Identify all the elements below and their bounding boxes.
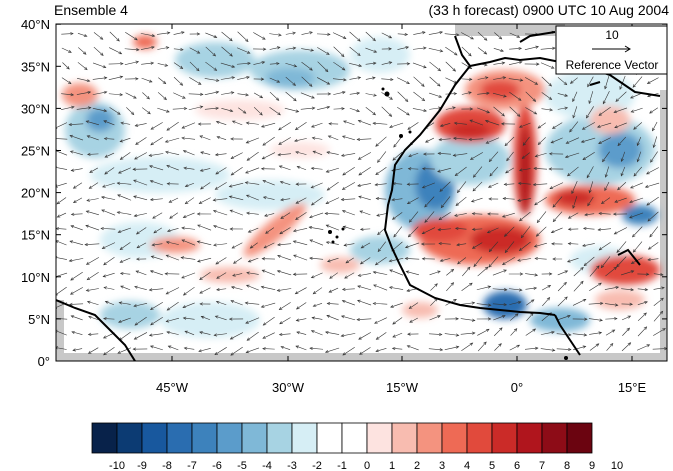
colorbar-label: 10 [611,460,623,471]
colorbar-label: -7 [187,460,197,471]
colorbar: -10 -9 -8 -7 -6 -5 -4 -3 -2 -1 0 1 2 3 4 5 6 7 8 9 10 [91,422,623,471]
longitude-axis: 45°W 30°W 15°W 0° 15°E [156,24,646,395]
colorbar-swatch [541,422,568,454]
lat-label: 5°N [28,312,50,327]
lat-label: 30°N [21,101,50,116]
reference-vector-magnitude: 10 [605,28,619,42]
colorbar-swatch [316,422,343,454]
colorbar-label: -3 [287,460,297,471]
colorbar-label: 7 [539,460,545,471]
colorbar-swatch [191,422,218,454]
lon-label: 45°W [156,380,189,395]
colorbar-label: 5 [489,460,495,471]
lon-label: 0° [511,380,523,395]
colorbar-swatch [166,422,193,454]
map-title-right: (33 h forecast) 0900 UTC 10 Aug 2004 [428,2,669,18]
colorbar-swatch [466,422,493,454]
colorbar-swatch [341,422,368,454]
colorbar-label: -5 [237,460,247,471]
colorbar-swatch [291,422,318,454]
colorbar-label: -9 [137,460,147,471]
colorbar-label: 9 [589,460,595,471]
colorbar-label: -1 [337,460,347,471]
colorbar-swatch [116,422,143,454]
colorbar-swatch [91,422,118,454]
coastline [56,31,661,361]
lon-label: 15°W [386,380,419,395]
colorbar-label: 3 [439,460,445,471]
colorbar-label: -4 [262,460,272,471]
lat-label: 40°N [21,17,50,32]
wind-vectors [56,30,667,356]
lat-label: 25°N [21,144,50,159]
colorbar-swatch [216,422,243,454]
latitude-axis: 0° 5°N 10°N 15°N 20°N 25°N 30°N 35°N 40°N [21,17,667,369]
colorbar-label: 4 [464,460,470,471]
colorbar-swatch [516,422,543,454]
colorbar-swatch [441,422,468,454]
colorbar-swatch [416,422,443,454]
colorbar-swatch [366,422,393,454]
colorbar-swatch [141,422,168,454]
lon-label: 30°W [272,380,305,395]
lat-label: 35°N [21,59,50,74]
reference-vector-label: Reference Vector [566,58,659,72]
reference-vector-box: 10 Reference Vector [555,25,668,75]
lon-label: 15°E [618,380,647,395]
lat-label: 0° [38,354,50,369]
colorbar-label: 8 [564,460,570,471]
colorbar-swatch [491,422,518,454]
colorbar-label: -6 [212,460,222,471]
colorbar-label: 0 [364,460,370,471]
colorbar-label: 1 [389,460,395,471]
lat-label: 15°N [21,228,50,243]
colorbar-label: 6 [514,460,520,471]
land-mask [56,353,667,361]
lat-label: 10°N [21,270,50,285]
colorbar-label: -8 [162,460,172,471]
map-plot-area [56,24,667,361]
islands [328,87,568,360]
lat-label: 20°N [21,186,50,201]
colorbar-label: 2 [414,460,420,471]
map-title-left: Ensemble 4 [54,2,128,18]
colorbar-label: -10 [109,460,125,471]
colorbar-label: -2 [312,460,322,471]
colorbar-swatch [391,422,418,454]
colorbar-swatch [266,422,293,454]
colorbar-swatch [241,422,268,454]
colorbar-swatch [566,422,593,454]
